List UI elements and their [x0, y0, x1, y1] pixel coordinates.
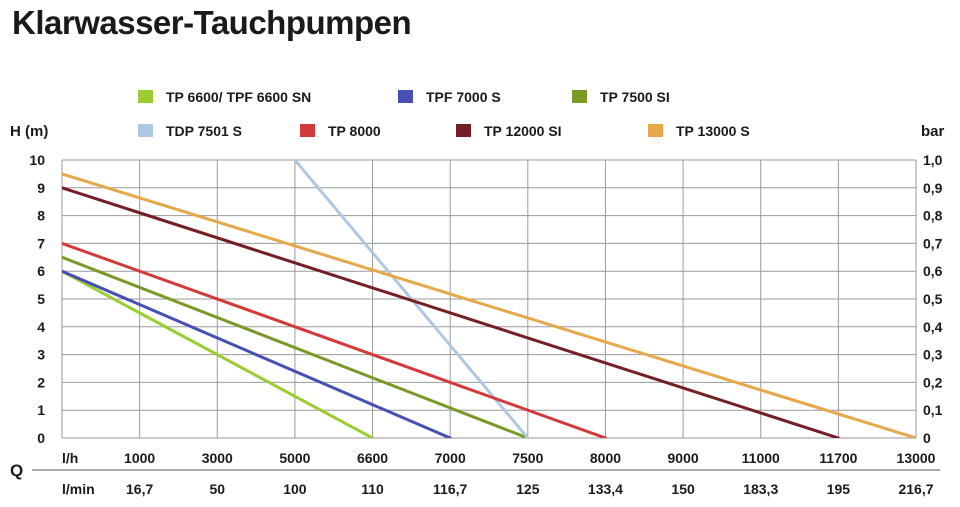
y-tick-label-left: 0	[37, 430, 45, 446]
x-tick-label-lh: 9000	[668, 450, 699, 466]
legend-label: TPF 7000 S	[426, 89, 501, 105]
x-tick-label-lmin: 50	[209, 481, 225, 497]
x-unit-lmin: l/min	[62, 481, 95, 497]
x-tick-label-lmin: 116,7	[433, 481, 467, 497]
legend-swatch	[398, 90, 413, 103]
x-tick-label-lmin: 125	[516, 481, 540, 497]
y-tick-label-right: 0,4	[923, 319, 943, 335]
series-line	[62, 269, 452, 438]
y-axis-label-left: H (m)	[10, 123, 48, 140]
y-tick-label-right: 0,2	[923, 374, 943, 390]
series-lines	[62, 160, 916, 438]
x-tick-label-lh: 5000	[279, 450, 310, 466]
x-tick-label-lmin: 16,7	[126, 481, 153, 497]
legend-swatch	[138, 90, 153, 103]
y-tick-label-left: 4	[37, 319, 45, 335]
y-tick-label-left: 10	[29, 152, 45, 168]
x-tick-label-lh: 6600	[357, 450, 388, 466]
x-tick-label-lmin: 183,3	[743, 481, 778, 497]
x-tick-label-lmin: 100	[283, 481, 307, 497]
x-tick-label-lmin: 216,7	[898, 481, 933, 497]
y-tick-label-left: 9	[37, 180, 45, 196]
y-tick-label-right: 0,3	[923, 347, 943, 363]
y-tick-label-left: 3	[37, 347, 45, 363]
series-line	[62, 241, 607, 438]
grid	[61, 159, 917, 439]
legend-swatch	[648, 124, 663, 137]
y-tick-label-right: 1,0	[923, 152, 943, 168]
x-tick-label-lh: 13000	[897, 450, 936, 466]
legend-label: TDP 7501 S	[166, 123, 242, 139]
x-axis-symbol: Q	[10, 461, 23, 480]
legend-label: TP 6600/ TPF 6600 SN	[166, 89, 311, 105]
series-line	[62, 172, 916, 438]
legend: TP 6600/ TPF 6600 SN TPF 7000 S TP 7500 SI…	[138, 89, 750, 139]
y-tick-label-right: 0,9	[923, 180, 943, 196]
y-tick-label-left: 6	[37, 263, 45, 279]
series-line	[62, 186, 840, 438]
y-axis-label-right: bar	[921, 123, 945, 140]
x-tick-label-lh: 11000	[742, 450, 780, 466]
x-tick-label-lmin: 110	[361, 481, 384, 497]
x-tick-label-lh: 3000	[202, 450, 233, 466]
x-tick-label-lmin: 133,4	[588, 481, 623, 497]
legend-label: TP 8000	[328, 123, 381, 139]
chart-title: Klarwasser-Tauchpumpen	[12, 4, 412, 41]
x-tick-label-lh: 1000	[124, 450, 155, 466]
y-tick-label-left: 5	[37, 291, 45, 307]
x-tick-label-lh: 7500	[512, 450, 543, 466]
y-tick-label-right: 0,1	[923, 402, 943, 418]
x-tick-label-lmin: 195	[827, 481, 851, 497]
legend-swatch	[138, 124, 153, 137]
y-tick-label-left: 1	[37, 402, 45, 418]
y-tick-label-right: 0,8	[923, 208, 943, 224]
x-tick-label-lh: 7000	[435, 450, 466, 466]
x-tick-label-lh: 11700	[819, 450, 857, 466]
x-tick-label-lmin: 150	[671, 481, 695, 497]
legend-swatch	[456, 124, 471, 137]
y-tick-label-left: 7	[37, 235, 45, 251]
series-line	[62, 269, 374, 438]
y-tick-label-right: 0,7	[923, 235, 943, 251]
y-tick-label-right: 0	[923, 430, 931, 446]
x-tick-label-lh: 8000	[590, 450, 621, 466]
legend-label: TP 12000 SI	[484, 123, 562, 139]
y-tick-label-right: 0,5	[923, 291, 943, 307]
legend-swatch	[572, 90, 587, 103]
y-tick-label-left: 8	[37, 208, 45, 224]
axes: H (m) bar01234567891000,10,20,30,40,50,60…	[10, 123, 945, 497]
series-line	[62, 255, 530, 438]
y-tick-label-left: 2	[37, 374, 45, 390]
legend-label: TP 13000 S	[676, 123, 750, 139]
legend-label: TP 7500 SI	[600, 89, 670, 105]
legend-swatch	[300, 124, 315, 137]
y-tick-label-right: 0,6	[923, 263, 943, 279]
x-unit-lh: l/h	[62, 450, 78, 466]
